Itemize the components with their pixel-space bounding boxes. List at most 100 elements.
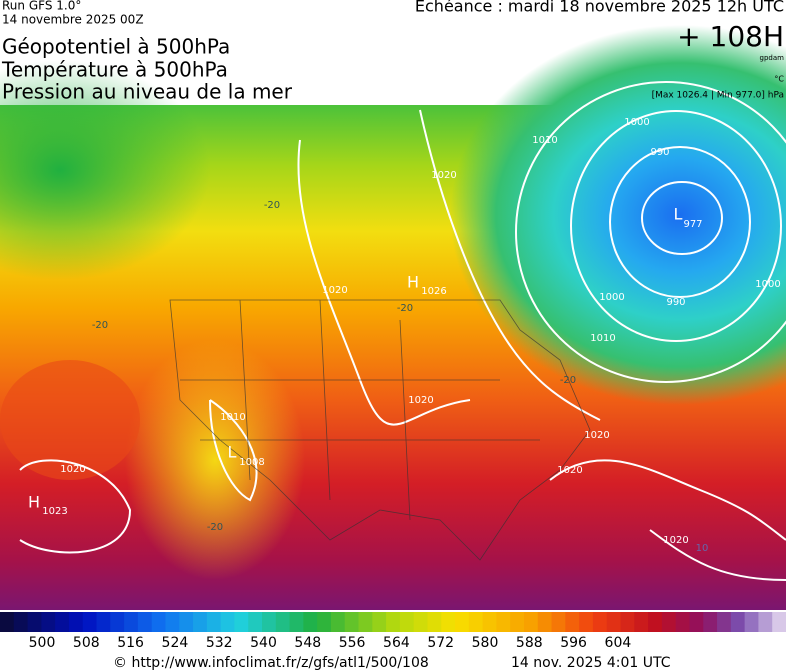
colorbar: 500 508 516 524 532 540 548 556 564 572 580 588 596 6… bbox=[0, 612, 786, 651]
color-swatch bbox=[234, 612, 249, 632]
color-swatch bbox=[717, 612, 732, 632]
map-label: 1023 bbox=[42, 506, 67, 517]
map-label: 1020 bbox=[584, 430, 609, 441]
map-label: 1008 bbox=[239, 457, 264, 468]
unit: °C bbox=[774, 75, 784, 84]
colorbar-label: 548 bbox=[294, 635, 321, 651]
color-swatch bbox=[758, 612, 773, 632]
color-swatch bbox=[606, 612, 622, 632]
color-swatch bbox=[55, 612, 70, 632]
color-swatch bbox=[441, 612, 456, 632]
map-label: H bbox=[28, 493, 40, 512]
color-swatch bbox=[13, 612, 29, 632]
color-swatch bbox=[275, 612, 291, 632]
colorbar-label: 580 bbox=[472, 635, 499, 651]
map-label: L bbox=[228, 443, 237, 462]
map-label: 1026 bbox=[421, 286, 446, 297]
color-swatch bbox=[455, 612, 470, 632]
color-swatch bbox=[289, 612, 304, 632]
colorbar-label: 596 bbox=[560, 635, 587, 651]
color-swatch bbox=[124, 612, 139, 632]
color-swatch bbox=[68, 612, 84, 632]
color-swatch bbox=[27, 612, 42, 632]
color-swatch bbox=[703, 612, 718, 632]
map-label: 1020 bbox=[322, 285, 347, 296]
title: Géopotentiel à 500hPa bbox=[2, 35, 230, 59]
color-swatch bbox=[592, 612, 608, 632]
title: Température à 500hPa bbox=[1, 58, 228, 82]
map-label: 1000 bbox=[755, 279, 780, 290]
map-label: 990 bbox=[666, 297, 685, 308]
map-label: 1010 bbox=[590, 333, 615, 344]
map-label: H bbox=[407, 273, 419, 292]
map-label: -20 bbox=[264, 200, 280, 211]
lead-time: + 108H bbox=[677, 20, 784, 53]
color-swatch bbox=[386, 612, 401, 632]
echeance: Echéance : mardi 18 novembre 2025 12h UT… bbox=[415, 0, 784, 16]
color-swatch bbox=[675, 612, 690, 632]
map-label: -20 bbox=[207, 522, 223, 533]
color-swatch bbox=[220, 612, 235, 632]
colorbar-label: 540 bbox=[250, 635, 277, 651]
map-label: -20 bbox=[397, 303, 413, 314]
map-label: 990 bbox=[650, 147, 669, 158]
color-swatch bbox=[689, 612, 704, 632]
color-swatch bbox=[110, 612, 125, 632]
map-label: 1000 bbox=[624, 117, 649, 128]
header: Run GFS 1.0° 14 novembre 2025 00Z Géopot… bbox=[1, 0, 784, 104]
map-label: -20 bbox=[560, 375, 576, 386]
color-swatch bbox=[524, 612, 539, 632]
map-label: L bbox=[674, 205, 683, 224]
run: Run GFS 1.0° bbox=[2, 0, 81, 13]
color-swatch bbox=[565, 612, 580, 632]
map-label: 1020 bbox=[408, 395, 433, 406]
colorbar-label: 588 bbox=[516, 635, 543, 651]
color-swatch bbox=[399, 612, 415, 632]
color-swatch bbox=[165, 612, 180, 632]
colorbar-label: 524 bbox=[162, 635, 189, 651]
map-label: 1020 bbox=[60, 464, 85, 475]
color-swatch bbox=[634, 612, 649, 632]
title: Pression au niveau de la mer bbox=[2, 80, 293, 104]
map-label: 1000 bbox=[599, 292, 624, 303]
color-swatch bbox=[0, 612, 15, 632]
color-swatch bbox=[551, 612, 566, 632]
map-label: 1020 bbox=[663, 535, 688, 546]
color-swatch bbox=[179, 612, 194, 632]
source-url: © http://www.infoclimat.fr/z/gfs/atl1/50… bbox=[113, 655, 429, 671]
color-swatch bbox=[96, 612, 111, 632]
footer: © http://www.infoclimat.fr/z/gfs/atl1/50… bbox=[113, 655, 671, 671]
color-swatch bbox=[427, 612, 442, 632]
color-swatch bbox=[372, 612, 387, 632]
colorbar-label: 532 bbox=[206, 635, 233, 651]
colorbar-label: 516 bbox=[117, 635, 144, 651]
color-swatch bbox=[730, 612, 746, 632]
unit: gpdam bbox=[760, 54, 785, 62]
color-swatch bbox=[137, 612, 153, 632]
color-swatch bbox=[620, 612, 635, 632]
color-swatch bbox=[248, 612, 263, 632]
color-swatch bbox=[151, 612, 166, 632]
color-swatch bbox=[482, 612, 497, 632]
map-label: 1020 bbox=[557, 465, 582, 476]
color-swatch bbox=[303, 612, 318, 632]
color-swatch bbox=[496, 612, 511, 632]
colorbar-label: 564 bbox=[383, 635, 410, 651]
color-swatch bbox=[510, 612, 525, 632]
color-swatch bbox=[330, 612, 346, 632]
color-swatch bbox=[744, 612, 759, 632]
color-swatch bbox=[413, 612, 428, 632]
color-swatch bbox=[468, 612, 484, 632]
colorbar-label: 572 bbox=[427, 635, 454, 651]
color-swatch bbox=[344, 612, 360, 632]
map-label: 977 bbox=[683, 219, 702, 230]
color-swatch bbox=[537, 612, 553, 632]
colorbar-label: 604 bbox=[605, 635, 632, 651]
color-swatch bbox=[317, 612, 332, 632]
map-label: 10 bbox=[696, 543, 709, 554]
color-swatch bbox=[193, 612, 208, 632]
color-swatch bbox=[661, 612, 677, 632]
color-swatch bbox=[358, 612, 373, 632]
